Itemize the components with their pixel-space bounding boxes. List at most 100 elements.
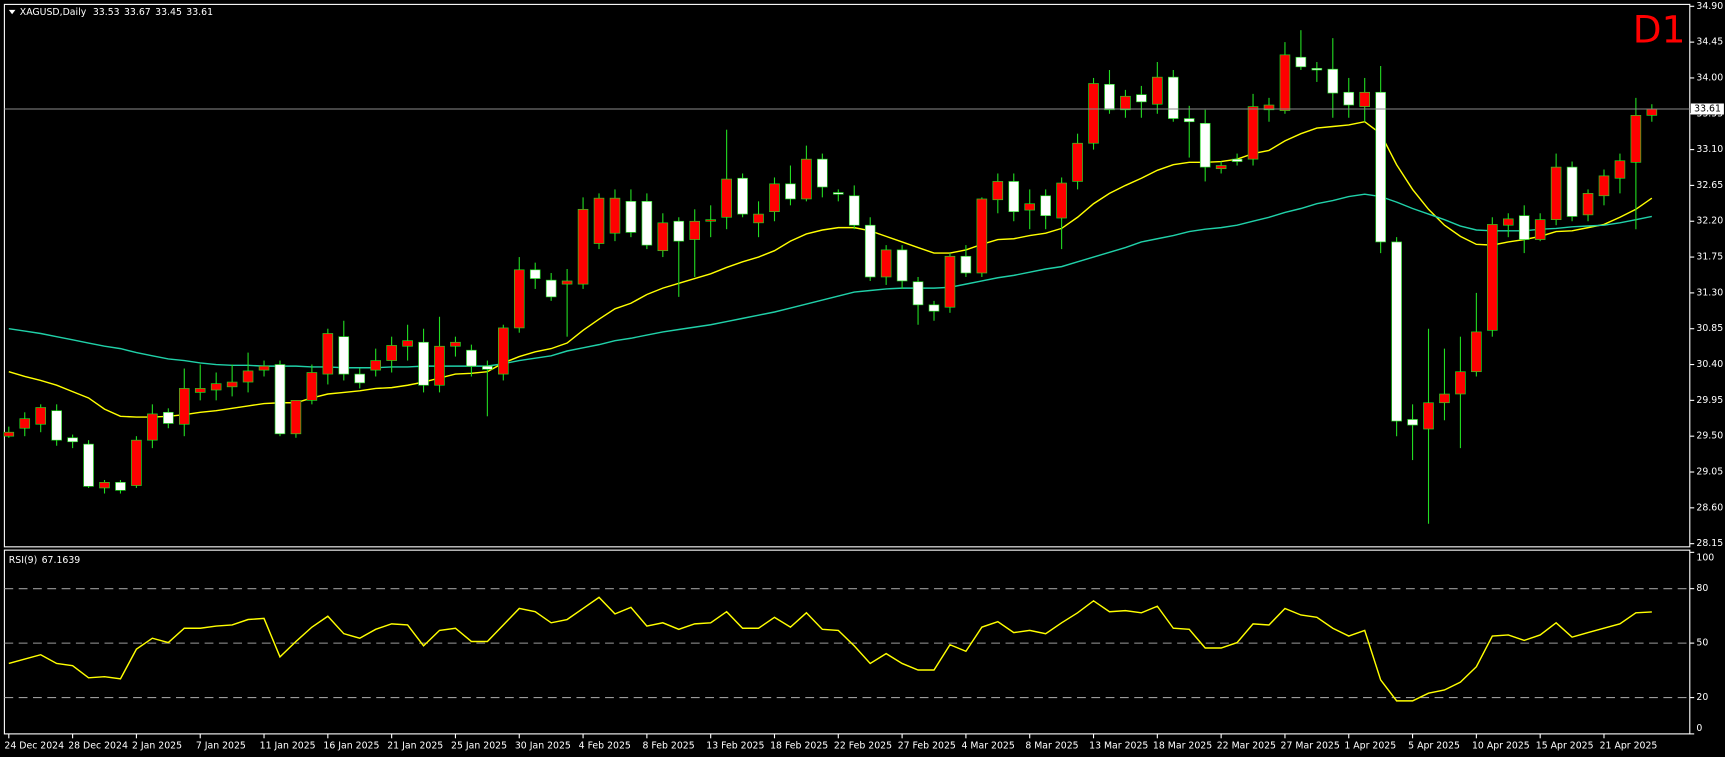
candle-body xyxy=(1183,118,1195,123)
bid-label: 33.61 xyxy=(1694,103,1721,114)
candle-body xyxy=(593,197,605,244)
candle-body xyxy=(721,178,732,218)
candle-body xyxy=(51,410,62,441)
candle-body xyxy=(482,365,493,370)
candle-body xyxy=(99,482,110,489)
x-tick-label: 27 Mar 2025 xyxy=(1281,740,1340,751)
candle-body xyxy=(1471,331,1482,373)
candle-body xyxy=(1598,175,1610,197)
candle-body xyxy=(785,183,796,200)
candle-body xyxy=(1231,158,1243,162)
y-tick-label: 32.20 xyxy=(1696,216,1723,227)
candle-body xyxy=(944,255,956,308)
candle-body xyxy=(19,418,31,429)
candle-body xyxy=(226,381,238,388)
candle-body xyxy=(450,341,461,347)
candle-body xyxy=(178,388,190,425)
candle-body xyxy=(1502,218,1514,226)
x-tick-label: 25 Jan 2025 xyxy=(451,740,507,751)
candle-body xyxy=(737,177,748,215)
x-tick-label: 28 Dec 2024 xyxy=(68,740,128,751)
candle-body xyxy=(3,431,15,437)
x-tick-label: 13 Feb 2025 xyxy=(706,740,764,751)
candle-body xyxy=(1024,203,1036,211)
candle-body xyxy=(1279,54,1291,111)
candle-body xyxy=(1040,195,1051,217)
rsi-name: RSI(9) xyxy=(9,555,37,566)
candle-body xyxy=(1136,94,1147,103)
x-tick-label: 5 Apr 2025 xyxy=(1408,740,1460,751)
y-tick-label: 31.30 xyxy=(1696,287,1723,298)
candle-body xyxy=(912,281,924,306)
rsi-line xyxy=(8,596,1652,702)
candle-body xyxy=(880,249,892,278)
candle-body xyxy=(35,407,46,425)
candle-body xyxy=(115,482,126,491)
candle-body xyxy=(753,213,764,224)
candle-body xyxy=(370,360,381,371)
x-tick-label: 1 Apr 2025 xyxy=(1344,740,1396,751)
y-tick-label: 50 xyxy=(1696,638,1708,649)
y-tick-label: 34.00 xyxy=(1696,72,1723,83)
candle-body xyxy=(1104,83,1115,111)
x-tick-label: 18 Mar 2025 xyxy=(1153,740,1212,751)
candle-body xyxy=(1566,166,1578,217)
candle-body xyxy=(1518,215,1530,240)
candle-body xyxy=(1120,95,1131,111)
candle-body xyxy=(609,197,621,234)
x-tick-label: 21 Apr 2025 xyxy=(1600,740,1658,751)
y-tick-label: 30.40 xyxy=(1696,359,1723,370)
candle-body xyxy=(386,345,397,361)
candle-body xyxy=(833,192,844,195)
candle-body xyxy=(657,222,669,252)
candle-body xyxy=(402,340,413,347)
close-value: 33.61 xyxy=(186,7,213,18)
candle-body xyxy=(1056,182,1067,219)
candle-body xyxy=(1375,91,1386,243)
x-tick-label: 24 Dec 2024 xyxy=(4,740,64,751)
candle-body xyxy=(577,208,589,285)
y-tick-label: 100 xyxy=(1696,552,1714,563)
x-tick-label: 16 Jan 2025 xyxy=(323,740,379,751)
candle-body xyxy=(529,269,541,279)
x-tick-label: 2 Jan 2025 xyxy=(132,740,182,751)
x-tick-label: 21 Jan 2025 xyxy=(387,740,443,751)
candle-body xyxy=(1311,68,1323,71)
x-tick-label: 4 Feb 2025 xyxy=(579,740,631,751)
candle-body xyxy=(641,201,653,246)
candle-body xyxy=(242,370,254,383)
candle-body xyxy=(928,304,940,312)
candle-body xyxy=(625,201,637,233)
y-tick-label: 31.75 xyxy=(1696,252,1723,263)
candle-body xyxy=(147,413,158,441)
candle-body xyxy=(466,349,477,367)
y-tick-label: 30.85 xyxy=(1696,323,1723,334)
candle-body xyxy=(801,158,812,200)
candle-body xyxy=(817,158,828,188)
candle-body xyxy=(306,372,318,401)
candle-body xyxy=(1168,76,1179,119)
candle-body xyxy=(1534,219,1546,240)
candle-body xyxy=(896,249,908,282)
candle-body xyxy=(1152,76,1163,105)
collapse-arrow xyxy=(8,9,16,15)
candle-body xyxy=(131,439,142,486)
x-tick-label: 10 Apr 2025 xyxy=(1472,740,1530,751)
candle-body xyxy=(1423,402,1434,430)
candle-body xyxy=(1008,181,1020,213)
main-pane-frame xyxy=(3,3,1691,548)
candle-body xyxy=(1343,91,1355,106)
candle-body xyxy=(1088,83,1099,144)
candle-body xyxy=(1582,193,1594,216)
y-tick-label: 20 xyxy=(1696,692,1708,703)
candle-body xyxy=(83,443,94,487)
candle-body xyxy=(1199,122,1211,168)
symbol-header: XAGUSD,Daily 33.53 33.67 33.45 33.61 xyxy=(20,7,213,18)
candle-body xyxy=(1630,115,1642,163)
x-tick-label: 18 Feb 2025 xyxy=(770,740,828,751)
y-tick-label: 28.15 xyxy=(1696,538,1723,549)
candle-body xyxy=(1487,224,1498,331)
candle-body xyxy=(258,365,270,371)
high-value: 33.67 xyxy=(124,7,151,18)
